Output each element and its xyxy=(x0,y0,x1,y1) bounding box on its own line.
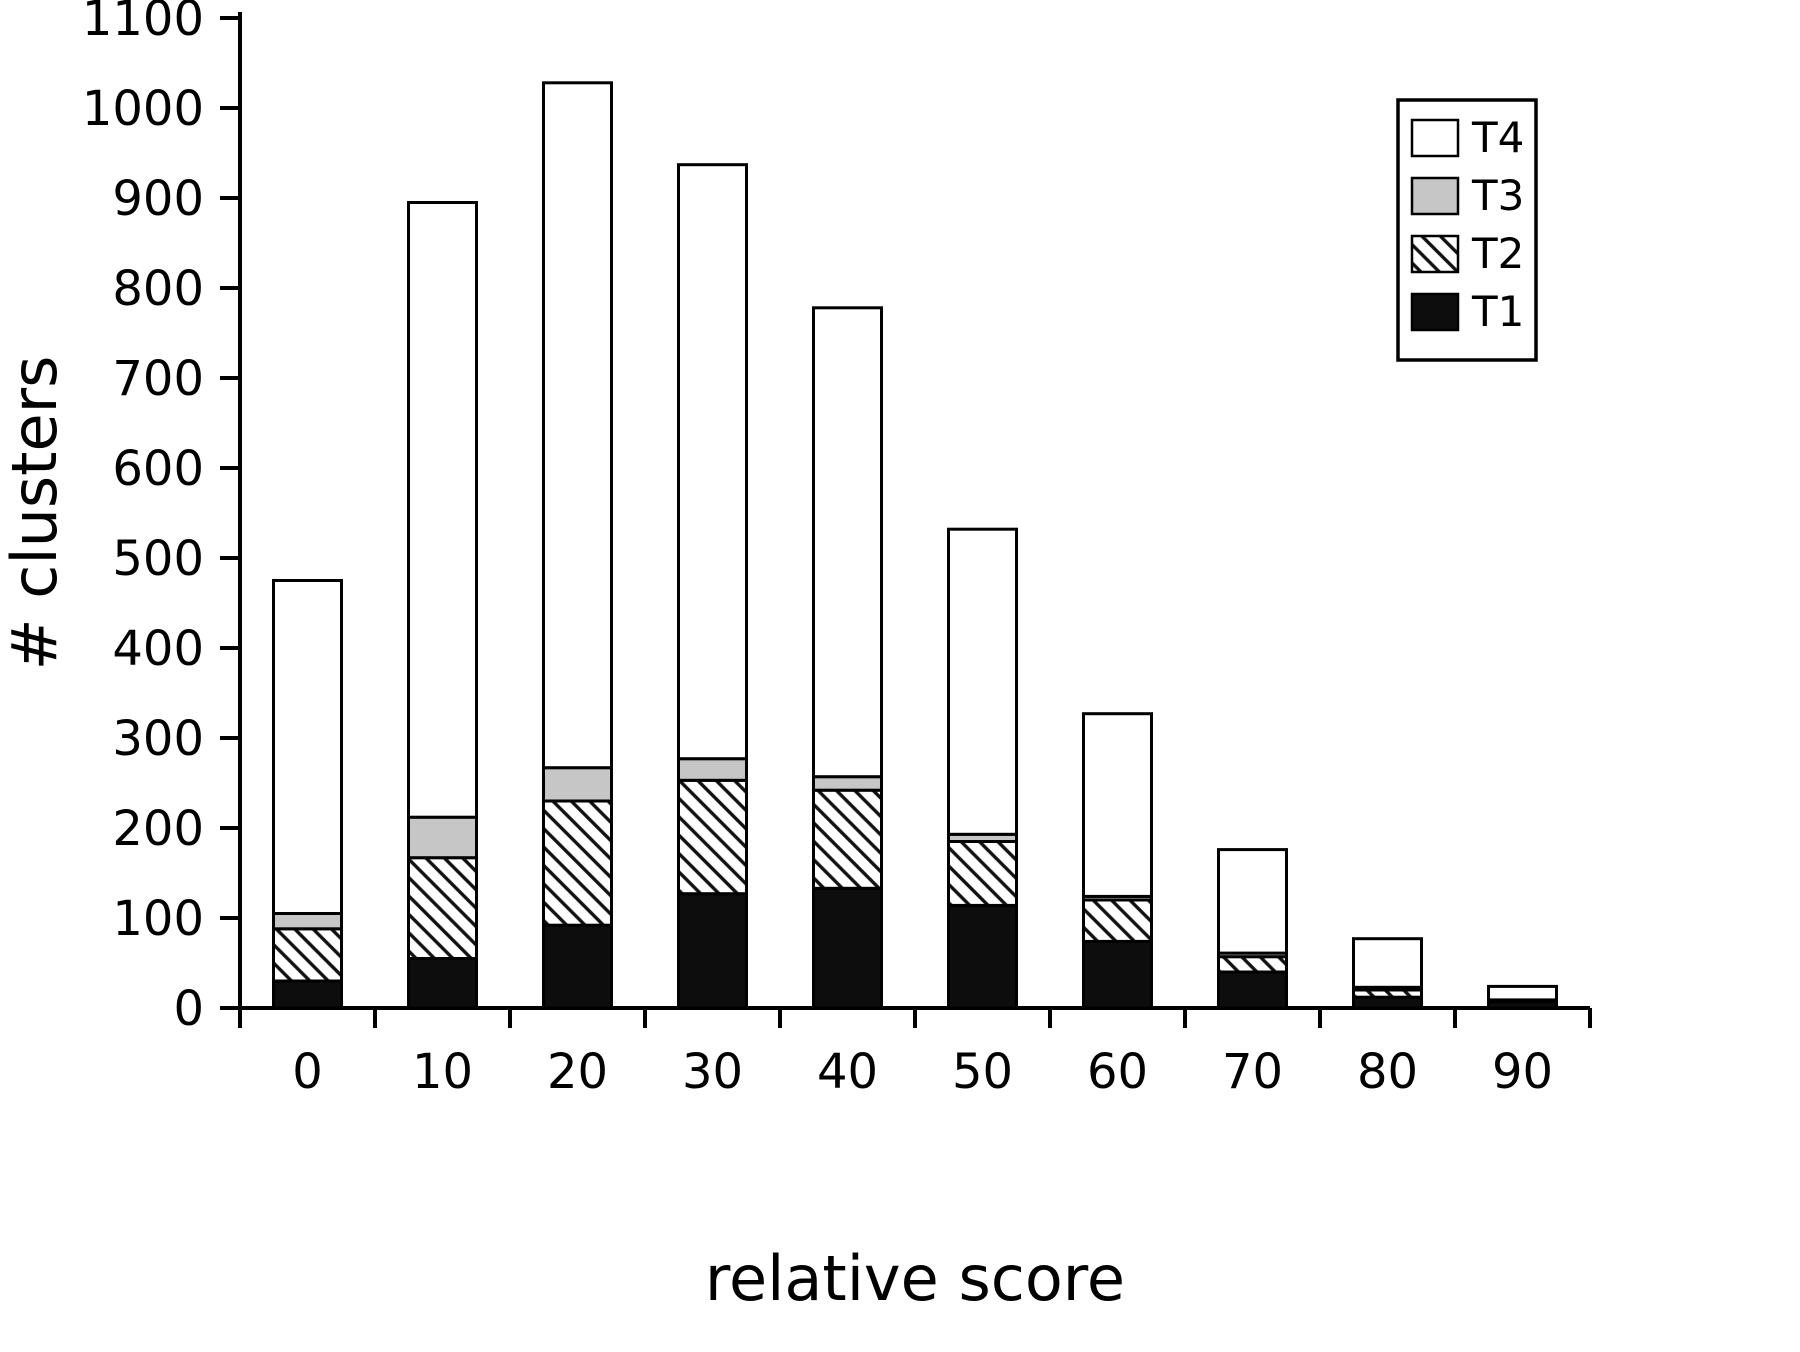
bar-segment-t4 xyxy=(1487,984,1558,1002)
bar-segment-t1 xyxy=(542,923,613,1010)
y-tick-label: 100 xyxy=(112,891,204,947)
bar-segment-t2 xyxy=(677,778,748,896)
y-tick-label: 700 xyxy=(112,351,204,407)
bar-segment-t4 xyxy=(1352,937,1423,989)
y-tick-label: 300 xyxy=(112,711,204,767)
y-tick-label: 900 xyxy=(112,171,204,227)
legend-label-t2: T2 xyxy=(1471,229,1524,278)
y-tick-label: 800 xyxy=(112,261,204,317)
bar-segment-t3 xyxy=(677,757,748,782)
x-tick-label: 30 xyxy=(682,1044,743,1100)
bar-segment-t1 xyxy=(812,886,883,1010)
bar-segment-t2 xyxy=(812,788,883,890)
bar-segment-t4 xyxy=(1217,848,1288,955)
bar-segment-t1 xyxy=(947,903,1018,1010)
axes: 0 100 200 300 400 500 600 700 800 900 1000 1100 0 10 2… xyxy=(82,0,1592,1100)
bar-segment-t4 xyxy=(812,306,883,779)
y-tick-label: 1000 xyxy=(82,81,204,137)
legend-label-t1: T1 xyxy=(1471,287,1524,336)
x-axis-title: relative score xyxy=(705,1242,1125,1315)
x-tick-label: 50 xyxy=(952,1044,1013,1100)
bar-segment-t4 xyxy=(947,527,1018,836)
legend-label-t4: T4 xyxy=(1471,113,1524,162)
legend: T4 T3 T2 T1 xyxy=(1396,98,1538,362)
bar-segment-t4 xyxy=(407,201,478,819)
bar-segment-t4 xyxy=(677,163,748,761)
bar-segment-t4 xyxy=(1082,712,1153,898)
x-tick-label: 10 xyxy=(412,1044,473,1100)
x-tick-label: 0 xyxy=(292,1044,323,1100)
bar-segment-t2 xyxy=(272,927,343,983)
bar-segment-t2 xyxy=(1217,955,1288,974)
x-tick-label: 20 xyxy=(547,1044,608,1100)
y-tick-label: 1100 xyxy=(82,0,204,47)
bar-segment-t3 xyxy=(542,766,613,803)
legend-swatch-t2 xyxy=(1410,234,1460,274)
bar-segment-t3 xyxy=(812,775,883,792)
y-tick-label: 600 xyxy=(112,441,204,497)
legend-label-t3: T3 xyxy=(1471,171,1524,220)
bar-segment-t2 xyxy=(542,799,613,927)
bar-segment-t1 xyxy=(407,957,478,1010)
bar-segment-t3 xyxy=(272,912,343,931)
x-tick-label: 90 xyxy=(1492,1044,1553,1100)
x-tick-label: 60 xyxy=(1087,1044,1148,1100)
bar-segment-t1 xyxy=(1352,995,1423,1010)
bar-segment-t3 xyxy=(407,815,478,860)
legend-swatch-t3 xyxy=(1410,176,1460,216)
y-tick-label: 0 xyxy=(173,981,204,1037)
legend-swatch-t4 xyxy=(1410,118,1460,158)
y-tick-label: 400 xyxy=(112,621,204,677)
bars xyxy=(272,81,1558,1010)
bar-segment-t2 xyxy=(1082,898,1153,943)
y-tick-label: 200 xyxy=(112,801,204,857)
y-axis-title: # clusters xyxy=(0,356,71,671)
x-tick-label: 70 xyxy=(1222,1044,1283,1100)
bar-segment-t1 xyxy=(1082,939,1153,1010)
bar-segment-t1 xyxy=(677,892,748,1010)
x-tick-label: 80 xyxy=(1357,1044,1418,1100)
x-tick-label: 40 xyxy=(817,1044,878,1100)
bar-segment-t2 xyxy=(407,856,478,961)
bar-segment-t4 xyxy=(272,579,343,915)
legend-swatch-t1 xyxy=(1410,292,1460,332)
y-tick-label: 500 xyxy=(112,531,204,587)
bar-segment-t1 xyxy=(1217,970,1288,1010)
bar-segment-t1 xyxy=(272,979,343,1010)
bar-segment-t4 xyxy=(542,81,613,770)
bar-segment-t2 xyxy=(947,840,1018,907)
